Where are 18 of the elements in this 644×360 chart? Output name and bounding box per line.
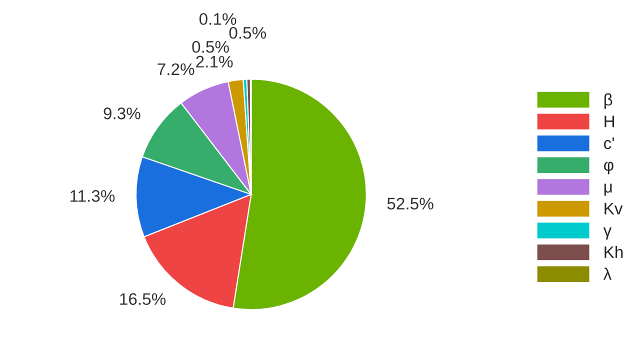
data-label: 2.1% (196, 56, 233, 68)
legend-label: μ (604, 184, 612, 196)
data-label: 16.5% (120, 293, 166, 305)
legend-label: γ (603, 227, 612, 240)
legend-label: H (604, 116, 614, 128)
legend-label: c' (604, 138, 614, 150)
data-label: 11.3% (70, 190, 115, 202)
data-label: 52.5% (387, 198, 434, 210)
legend-label: φ (604, 162, 614, 174)
legend-label: Kv (604, 202, 623, 214)
data-label: 0.1% (199, 13, 236, 25)
legend-label: Kh (604, 246, 623, 258)
data-label: 0.5% (229, 26, 266, 39)
data-label: 0.5% (192, 40, 229, 53)
legend-label: β (604, 93, 612, 109)
data-label: 7.2% (158, 63, 194, 76)
legend-label: λ (603, 268, 612, 280)
data-label: 9.3% (104, 108, 140, 120)
